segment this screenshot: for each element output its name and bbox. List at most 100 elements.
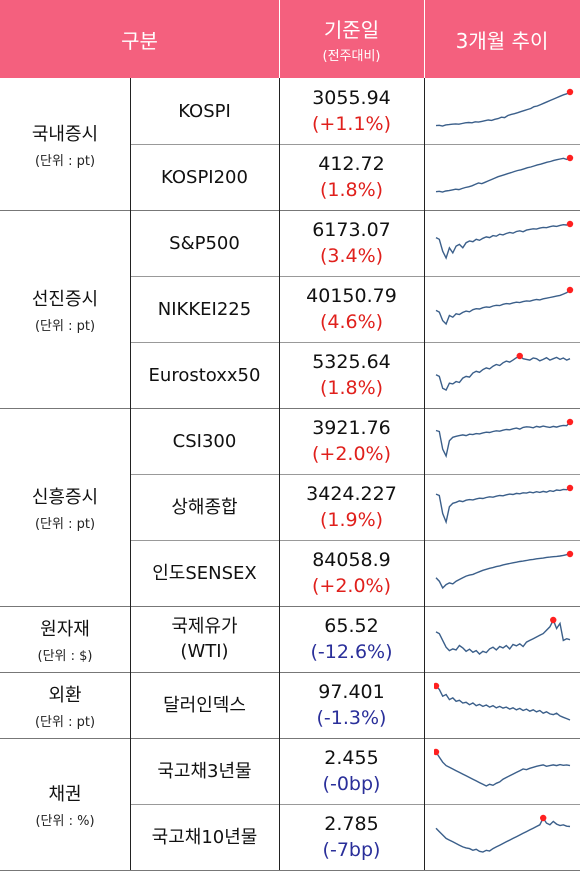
index-change: (+2.0%) (311, 575, 391, 597)
group-title: 외환 (48, 684, 82, 706)
group-divider (0, 738, 580, 739)
index-value: 3921.76 (312, 417, 391, 439)
index-name: KOSPI200 (161, 166, 248, 188)
sparkline-series (435, 751, 571, 787)
sparkline-marker (566, 88, 574, 96)
group-divider (0, 870, 580, 871)
sparkline-series (435, 223, 571, 260)
index-value-cell: 412.72 (1.8%) (279, 144, 424, 210)
index-value-cell: 3424.227 (1.9%) (279, 474, 424, 540)
sparkline-series (435, 355, 571, 391)
index-value: 3055.94 (312, 87, 391, 109)
index-name-cell: KOSPI (130, 78, 279, 144)
sparkline-series (435, 289, 571, 326)
sparkline-chart (435, 88, 574, 127)
index-name: 상해종합 (171, 496, 238, 518)
index-value-cell: 2.785 (-7bp) (279, 804, 424, 870)
index-name: 국고채3년물 (157, 760, 252, 782)
column-divider-1 (130, 78, 131, 870)
index-name: 달러인덱스 (163, 694, 246, 716)
index-name-cell: 달러인덱스 (130, 672, 279, 738)
index-value-cell: 65.52 (-12.6%) (279, 606, 424, 672)
index-name-cell: 인도SENSEX (130, 540, 279, 606)
index-change: (3.4%) (319, 245, 384, 267)
sparkline-series (435, 91, 571, 127)
index-value-cell: 2.455 (-0bp) (279, 738, 424, 804)
index-name: S&P500 (169, 232, 240, 254)
group-title: 원자재 (40, 618, 90, 640)
sparkline-series (435, 421, 571, 459)
index-value: 97.401 (318, 681, 385, 703)
column-divider-3 (424, 78, 425, 870)
group-title-cell: 국내증시 (단위 : pt) (0, 78, 130, 210)
header-trend-cell: 3개월 추이 (424, 0, 580, 78)
sparkline-series (435, 685, 571, 721)
column-divider-2 (279, 78, 280, 870)
sparkline-chart (435, 484, 574, 525)
sparkline-chart (435, 154, 574, 193)
index-change: (-7bp) (322, 839, 381, 861)
group-unit-label: (단위 : pt) (34, 153, 96, 169)
index-value: 2.785 (324, 813, 379, 835)
row-divider (130, 540, 580, 541)
index-name: 국제유가 (171, 616, 238, 637)
sparkline-series (435, 553, 571, 590)
index-value-cell: 6173.07 (3.4%) (279, 210, 424, 276)
index-change: (+2.0%) (311, 443, 391, 465)
header-column-divider (424, 0, 425, 78)
sparkline-marker (516, 352, 523, 360)
index-change: (1.8%) (319, 377, 384, 399)
sparkline-series (435, 487, 571, 525)
sparkline-marker (566, 220, 574, 228)
group-title-cell: 원자재 (단위 : $) (0, 606, 130, 672)
index-change: (-12.6%) (310, 641, 393, 663)
index-value-cell: 3055.94 (+1.1%) (279, 78, 424, 144)
header-base-date-label: 기준일 (323, 18, 380, 42)
group-unit-label: (단위 : $) (37, 648, 93, 664)
row-divider (130, 804, 580, 805)
sparkline-chart (435, 286, 574, 326)
index-value-cell: 84058.9 (+2.0%) (279, 540, 424, 606)
index-name-cell: CSI300 (130, 408, 279, 474)
index-value: 5325.64 (312, 351, 391, 373)
sparkline-marker (434, 682, 440, 690)
row-divider (130, 474, 580, 475)
group-title-cell: 선진증시 (단위 : pt) (0, 210, 130, 408)
group-unit-label: (단위 : pt) (34, 714, 96, 730)
sparkline-chart (435, 418, 574, 459)
row-divider (130, 276, 580, 277)
index-name: 국고채10년물 (151, 826, 258, 848)
group-unit-label: (단위 : pt) (34, 318, 96, 334)
index-name-cell: KOSPI200 (130, 144, 279, 210)
index-name: CSI300 (172, 430, 237, 452)
index-name: (WTI) (180, 641, 229, 662)
sparkline-chart (435, 616, 571, 655)
header-category-cell: 구분 (0, 0, 279, 78)
sparkline-marker (540, 814, 547, 822)
index-name-cell: S&P500 (130, 210, 279, 276)
index-name-cell: 국고채3년물 (130, 738, 279, 804)
index-change: (-1.3%) (316, 707, 387, 729)
index-change: (1.8%) (319, 179, 384, 201)
group-divider (0, 408, 580, 409)
index-value: 2.455 (324, 747, 379, 769)
sparkline-chart (435, 352, 571, 391)
group-title-cell: 외환 (단위 : pt) (0, 672, 130, 738)
header-column-divider (279, 0, 280, 78)
sparkline-series (435, 157, 571, 193)
group-unit-label: (단위 : %) (35, 813, 95, 829)
index-value: 6173.07 (312, 219, 391, 241)
index-name: Eurostoxx50 (148, 364, 261, 386)
sparkline-marker (566, 286, 574, 294)
index-name: 인도SENSEX (152, 562, 257, 584)
group-unit-label: (단위 : pt) (34, 516, 96, 532)
sparkline-chart (434, 748, 571, 787)
index-name-cell: Eurostoxx50 (130, 342, 279, 408)
group-title: 국내증시 (31, 123, 99, 145)
sparkline-marker (550, 616, 557, 624)
index-value-cell: 3921.76 (+2.0%) (279, 408, 424, 474)
sparkline-chart (435, 814, 571, 853)
group-divider (0, 210, 580, 211)
index-value-cell: 40150.79 (4.6%) (279, 276, 424, 342)
sparkline-series (435, 816, 571, 853)
